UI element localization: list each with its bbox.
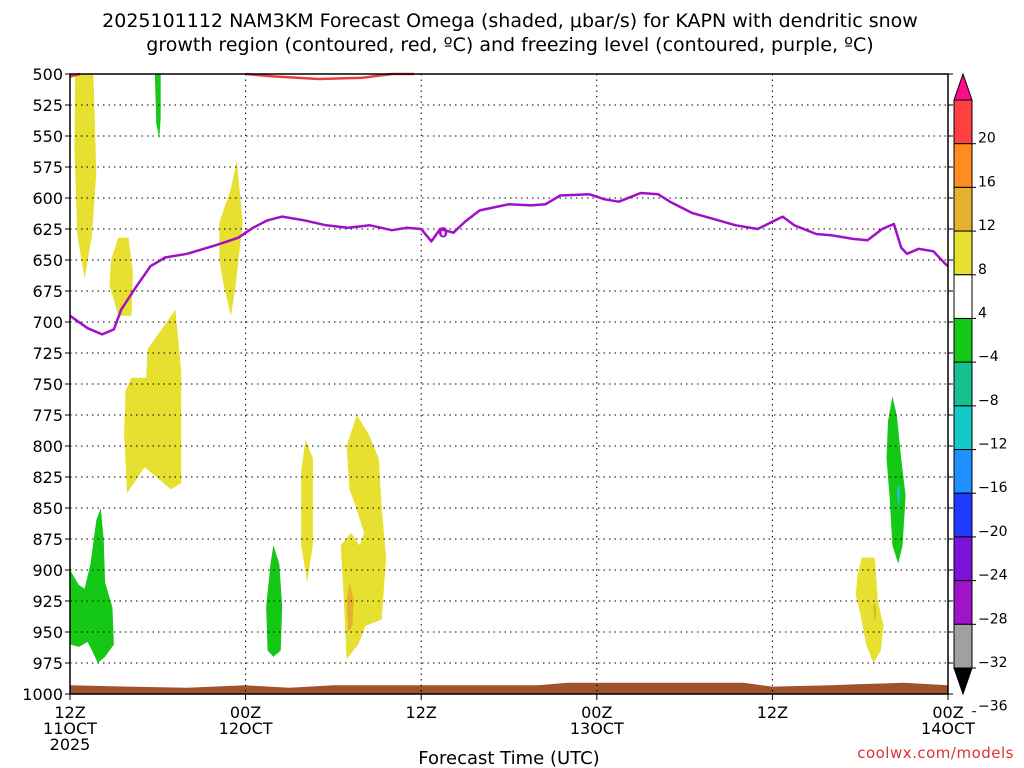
- y-tick-label-650: 650: [32, 251, 63, 270]
- y-tick-label-550: 550: [32, 127, 63, 146]
- y-tick-label-950: 950: [32, 623, 63, 642]
- omega-region-6: [340, 415, 387, 660]
- x-tick-label-12-0: 00Z: [230, 703, 261, 722]
- gridlines: [70, 74, 948, 694]
- freezing-level-line: [69, 191, 949, 336]
- x-tick-label-60-0: 00Z: [932, 703, 963, 722]
- colorbar-box-13: [953, 623, 973, 669]
- colorbar-box-3: [953, 186, 973, 232]
- contour-layer: 0: [69, 72, 949, 336]
- y-tick-label-675: 675: [32, 282, 63, 301]
- surface-terrain: [70, 682, 948, 694]
- colorbar-label-11: −28: [978, 611, 1008, 627]
- y-tick-label-600: 600: [32, 189, 63, 208]
- omega-region-2: [109, 237, 133, 316]
- freezing-level-label: 0: [438, 225, 448, 241]
- y-tick-label-525: 525: [32, 96, 63, 115]
- title-line-1: 2025101112 NAM3KM Forecast Omega (shaded…: [102, 10, 918, 32]
- colorbar-label-6: −8: [978, 393, 999, 409]
- x-tick-label-0-1: 11OCT: [43, 719, 97, 738]
- colorbar-box-10: [953, 492, 973, 538]
- colorbar-bottom-arrow: [953, 667, 973, 696]
- omega-region-5: [301, 439, 313, 583]
- colorbar-label-13: −36: [978, 699, 1008, 715]
- y-tick-label-900: 900: [32, 561, 63, 580]
- x-tick-label-0-0: 12Z: [54, 703, 85, 722]
- y-tick-label-800: 800: [32, 437, 63, 456]
- y-tick-label-700: 700: [32, 313, 63, 332]
- colorbar-box-5: [953, 274, 973, 319]
- y-tick-label-875: 875: [32, 530, 63, 549]
- x-axis-label: Forecast Time (UTC): [418, 748, 599, 768]
- colorbar-legend: 20 16 12 8 4 −4 −8 −12 −16 −20 −24 −28 −32 −36: [953, 72, 1008, 715]
- colorbar-label-3: 8: [978, 262, 987, 278]
- omega-region-11: [70, 508, 114, 663]
- colorbar-box-7: [953, 361, 973, 407]
- y-tick-label-775: 775: [32, 406, 63, 425]
- omega-region-4: [219, 160, 243, 316]
- omega-region-10: [154, 74, 161, 139]
- omega-region-8: [346, 582, 354, 632]
- colorbar-box-6: [953, 317, 973, 363]
- colorbar-label-12: −32: [978, 655, 1008, 671]
- title-line-2: growth region (contoured, red, ºC) and f…: [146, 34, 873, 56]
- omega-region-1: [74, 74, 97, 279]
- x-tick-label-36-1: 13OCT: [570, 719, 624, 738]
- colorbar-box-1: [953, 99, 973, 145]
- surface-terrain-layer: [70, 682, 948, 694]
- y-tick-label-925: 925: [32, 592, 63, 611]
- colorbar-label-9: −20: [978, 524, 1008, 540]
- y-tick-label-825: 825: [32, 468, 63, 487]
- colorbar-box-11: [953, 536, 973, 582]
- omega-region-13: [886, 396, 906, 564]
- credit-text: coolwx.com/models: [857, 744, 1014, 762]
- colorbar-box-8: [953, 405, 973, 451]
- colorbar-label-5: −4: [978, 349, 999, 365]
- y-tick-label-625: 625: [32, 220, 63, 239]
- x-tick-label-36-0: 00Z: [581, 703, 612, 722]
- y-tick-label-750: 750: [32, 375, 63, 394]
- x-tick-label-60-1: 14OCT: [921, 719, 975, 738]
- colorbar-label-7: −12: [978, 437, 1008, 453]
- omega-shading-layer: [70, 74, 906, 663]
- colorbar-box-9: [953, 449, 973, 494]
- omega-region-14: [896, 483, 901, 508]
- y-tick-label-575: 575: [32, 158, 63, 177]
- colorbar-label-0: 20: [978, 131, 996, 147]
- y-tick-label-975: 975: [32, 654, 63, 673]
- y-tick-label-500: 500: [32, 65, 63, 84]
- colorbar-box-4: [953, 230, 973, 276]
- colorbar-label-10: −24: [978, 568, 1008, 584]
- y-axis-pressure: 500 525 550 575 600 625 650 675 700 725 750 775 800 8…: [22, 65, 953, 704]
- y-tick-label-1000: 1000: [22, 685, 63, 704]
- colorbar-label-1: 16: [978, 174, 996, 190]
- x-tick-label-24-0: 12Z: [406, 703, 437, 722]
- x-tick-label-48-0: 12Z: [757, 703, 788, 722]
- y-tick-label-725: 725: [32, 344, 63, 363]
- colorbar-box-2: [953, 143, 973, 188]
- y-tick-label-850: 850: [32, 499, 63, 518]
- colorbar-label-2: 12: [978, 218, 996, 234]
- chart-title: 2025101112 NAM3KM Forecast Omega (shaded…: [102, 10, 918, 56]
- plot-frame: [69, 73, 949, 695]
- omega-region-7: [855, 557, 884, 663]
- colorbar-label-8: −16: [978, 480, 1008, 496]
- omega-region-3: [124, 309, 182, 494]
- colorbar-box-12: [953, 580, 973, 625]
- x-tick-label-0-2: 2025: [50, 735, 91, 754]
- colorbar-top-arrow: [953, 72, 973, 101]
- omega-region-9: [873, 601, 877, 623]
- x-tick-label-12-1: 12OCT: [219, 719, 273, 738]
- colorbar-label-4: 4: [978, 305, 987, 321]
